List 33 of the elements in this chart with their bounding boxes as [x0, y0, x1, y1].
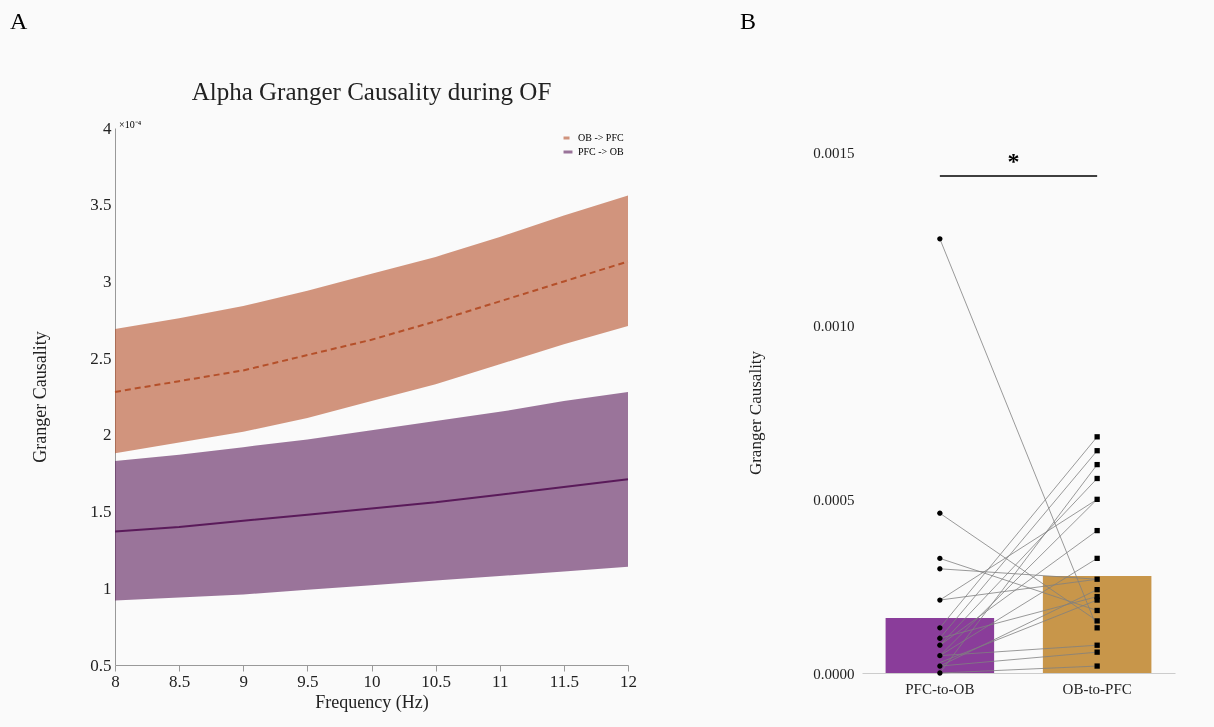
y-tick-label: 2 — [103, 425, 112, 445]
x-tick-label: 9.5 — [297, 671, 319, 691]
y-tick-label: 2.5 — [90, 348, 112, 368]
x-tick-label: 12 — [620, 671, 637, 691]
y-tick-label: 0.0005 — [813, 491, 855, 508]
x-axis-title: Frequency (Hz) — [315, 691, 429, 713]
x-tick-label: PFC-to-OB — [905, 680, 975, 697]
x-tick-label: 11.5 — [549, 671, 579, 691]
y-axis-title: Granger Causality — [30, 331, 51, 463]
y-tick-label: 0.0000 — [813, 665, 855, 682]
x-tick-label: 8 — [111, 671, 120, 691]
y-axis-title: Granger Causality — [746, 350, 766, 476]
x-tick-label: 10.5 — [421, 671, 451, 691]
y-tick-label: 4 — [103, 118, 112, 138]
text: B — [740, 8, 757, 35]
annotation: ×10⁻⁴ — [119, 119, 142, 130]
y-tick-label: 0.0015 — [813, 144, 855, 161]
legend-label: OB -> PFC — [578, 132, 624, 143]
x-tick-label: 8.5 — [169, 671, 191, 691]
x-tick-label: 9 — [239, 671, 248, 691]
x-tick-label: OB-to-PFC — [1062, 680, 1132, 697]
y-tick-label: 0.0010 — [813, 318, 855, 335]
chart-title: Alpha Granger Causality during OF — [191, 78, 552, 105]
text: A — [10, 8, 28, 35]
annotation: * — [1007, 148, 1020, 174]
x-tick-label: 10 — [363, 671, 381, 691]
y-tick-label: 1.5 — [90, 502, 112, 522]
x-tick-label: 11 — [492, 671, 509, 691]
y-tick-label: 1 — [103, 578, 112, 598]
y-tick-label: 3 — [103, 271, 112, 291]
y-tick-label: 3.5 — [90, 195, 112, 215]
legend-label: PFC -> OB — [578, 146, 624, 157]
y-tick-label: 0.5 — [90, 655, 112, 675]
